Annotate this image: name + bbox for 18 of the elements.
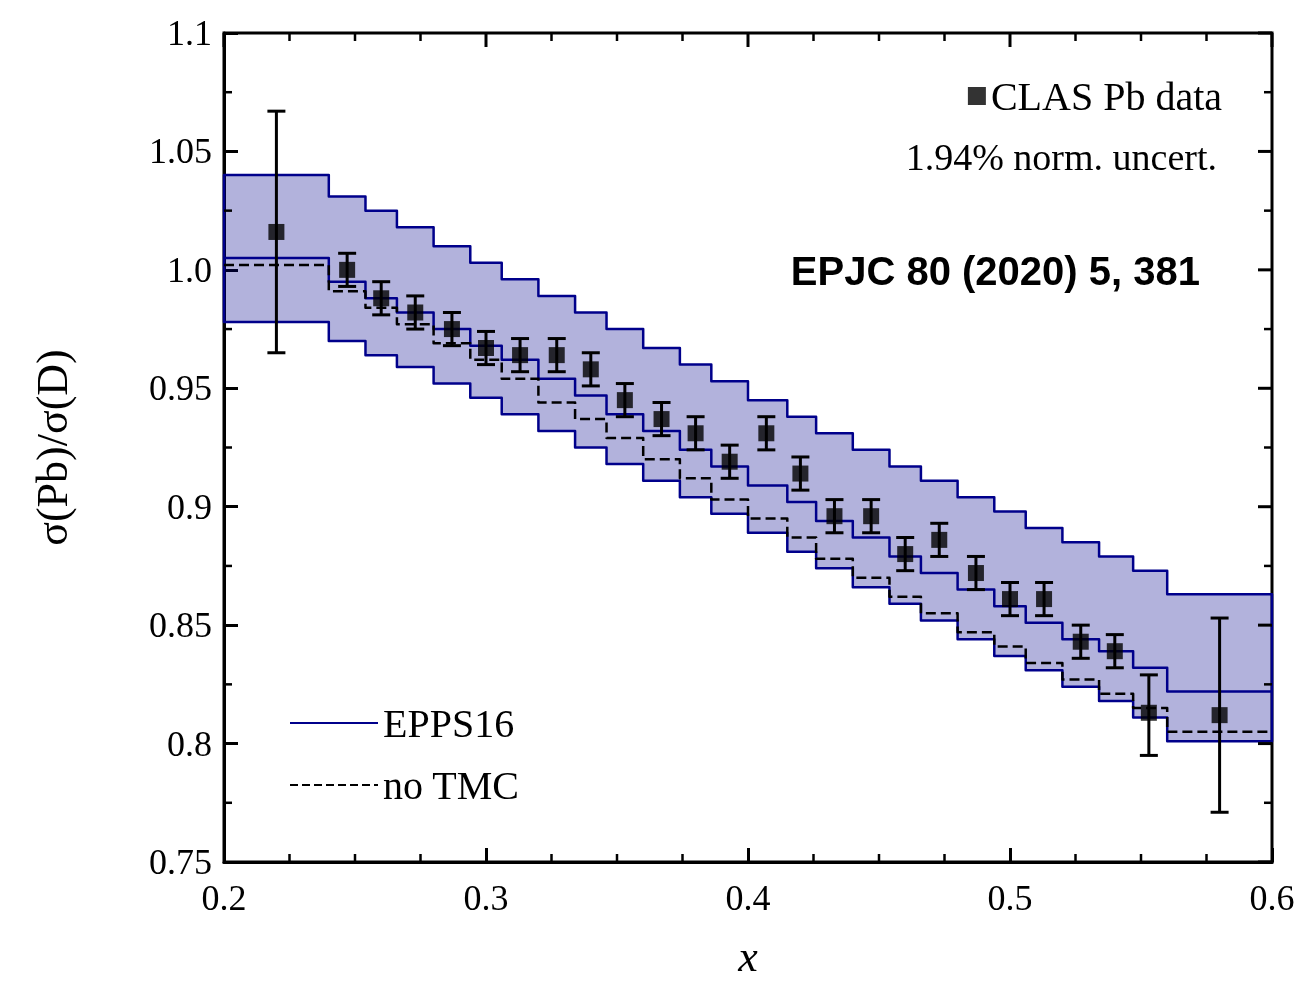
annotation: EPJC 80 (2020) 5, 381 <box>790 249 1201 293</box>
y-tick-label: 1.0 <box>167 249 212 290</box>
x-axis-title: x <box>737 931 759 981</box>
legend-label: EPPS16 <box>383 700 515 746</box>
x-tick-label: 0.3 <box>463 878 509 918</box>
y-tick-label: 0.9 <box>167 486 212 527</box>
x-tick-label: 0.4 <box>725 878 771 918</box>
x-tick-label: 0.6 <box>1249 878 1295 918</box>
y-axis-title: σ(Pb)/σ(D) <box>27 349 77 546</box>
y-tick-label: 1.05 <box>149 131 212 172</box>
annotation: 1.94% norm. uncert. <box>905 136 1217 178</box>
y-tick-label: 0.95 <box>149 368 212 409</box>
legend-label: no TMC <box>383 762 519 808</box>
legend-label: CLAS Pb data <box>990 73 1223 119</box>
y-tick-label: 0.8 <box>167 723 212 764</box>
x-tick-label: 0.5 <box>987 878 1033 918</box>
y-tick-label: 0.85 <box>149 605 212 646</box>
y-tick-label: 1.1 <box>167 13 212 53</box>
